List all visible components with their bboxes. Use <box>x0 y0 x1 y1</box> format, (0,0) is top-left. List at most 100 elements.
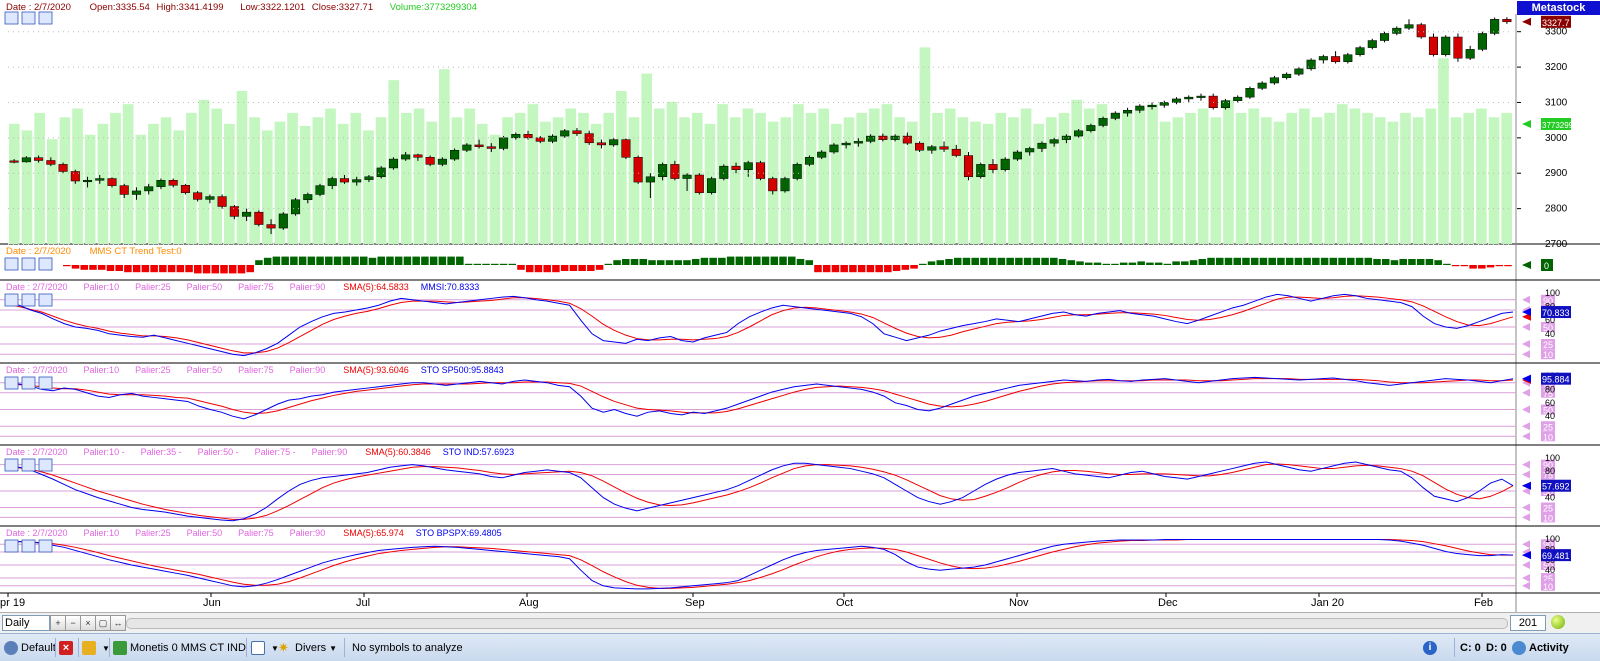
trend-bar <box>587 265 595 271</box>
trend-bar <box>185 265 193 273</box>
candle-body <box>401 154 411 160</box>
volume-bar <box>337 123 349 244</box>
palier-box <box>1541 502 1555 513</box>
time-label: Aug <box>519 597 539 609</box>
price-tick-label: 3300 <box>1545 27 1568 38</box>
trend-bar <box>892 265 901 271</box>
trend-bar <box>246 265 254 273</box>
trend-bar <box>1137 261 1145 265</box>
candle-body <box>388 158 398 169</box>
zoom-out-button[interactable]: − <box>65 615 81 631</box>
palier-arrow <box>1522 340 1530 348</box>
candle-body <box>1196 95 1206 98</box>
volume-bar <box>1134 108 1146 244</box>
candle-body <box>1331 56 1341 63</box>
trend-bar <box>560 265 569 271</box>
candle-body <box>9 160 19 163</box>
trend-bar <box>1102 263 1110 265</box>
trend-bar <box>595 265 604 270</box>
price-tick-label: 2900 <box>1545 168 1568 179</box>
oscillator-header-item: Palier:25 <box>135 528 171 538</box>
trend-bar <box>80 265 89 270</box>
candle-body <box>291 199 301 215</box>
oscillator-panels: 907550251010080604070.833907550251010080… <box>0 288 1600 594</box>
zoom-fit-button[interactable]: ▢ <box>95 615 111 631</box>
candle-body <box>168 180 178 186</box>
candle-body <box>1110 112 1120 119</box>
chart-area: 3300 3200 3100 3000 2900 2800 2700 3327.7 377329… <box>0 11 1600 612</box>
trend-date: Date : 2/7/2020 <box>6 246 71 257</box>
chart-tool-icon <box>38 293 53 307</box>
trend-bar <box>298 256 307 265</box>
trend-bar <box>630 259 639 265</box>
trend-bar <box>141 265 150 273</box>
list-menu[interactable]: Monetis 0 MMS CT IND▼ <box>113 640 257 656</box>
candle-body <box>902 135 912 144</box>
indicator-value-label: 69.481 <box>1542 551 1570 561</box>
candle-body <box>1306 59 1316 70</box>
trend-bar <box>1329 257 1338 265</box>
trend-bar <box>1233 257 1242 265</box>
trend-bar <box>1119 262 1128 265</box>
palier-label: 25 <box>1543 574 1553 584</box>
trend-bar <box>726 256 735 265</box>
candle-body <box>780 178 790 192</box>
zoom-in-button[interactable]: + <box>50 615 66 631</box>
window-menu[interactable]: ▼ <box>251 640 279 656</box>
trend-bar <box>1460 265 1469 267</box>
volume-bar <box>1046 117 1057 244</box>
osc-tick-label: 100 <box>1545 288 1560 298</box>
close-button[interactable]: × <box>59 640 76 656</box>
oscillator-header-item: Palier:90 <box>311 447 348 457</box>
trend-bar <box>866 265 875 273</box>
candle-body <box>731 165 741 170</box>
candle-body <box>609 139 619 146</box>
volume-bar <box>1501 112 1512 245</box>
palier-arrow <box>1522 581 1530 590</box>
time-label: Dec <box>1158 597 1178 609</box>
scroll-lock-button[interactable]: ↔ <box>110 615 126 631</box>
trend-bar <box>700 257 709 265</box>
trend-bar <box>63 265 71 267</box>
volume-bar <box>957 117 969 244</box>
info-button[interactable]: i <box>1423 640 1440 656</box>
zoom-reset-button[interactable]: × <box>80 615 96 631</box>
volume-bar <box>1020 108 1032 244</box>
trend-title: MMS CT Trend Test:0 <box>89 246 182 257</box>
trend-bar <box>1408 259 1416 265</box>
status-ball-icon[interactable] <box>1551 615 1565 629</box>
palier-arrow <box>1522 561 1530 569</box>
time-scrollbar[interactable] <box>126 618 1508 629</box>
indicator-value-box <box>1541 372 1571 385</box>
oscillator-header-item: Palier:50 <box>186 282 223 292</box>
trend-bar <box>622 259 630 265</box>
chevron-down-icon: ▼ <box>271 644 279 653</box>
palier-label: 75 <box>1543 471 1553 481</box>
trend-value-box <box>1541 259 1553 271</box>
candle-body <box>242 211 252 217</box>
layout-menu[interactable]: Default <box>4 640 56 656</box>
oscillator-header: Date : 2/7/2020 Palier:10 Palier:25 Palier:… <box>6 282 479 292</box>
activity-button[interactable]: Activity <box>1512 640 1569 656</box>
divers-menu[interactable]: ✷ Divers ▼ <box>278 640 337 656</box>
last-price-box <box>1541 15 1571 28</box>
period-select[interactable]: Daily <box>2 615 50 631</box>
palier-box <box>1541 459 1555 470</box>
oscillator-header-item: Palier:50 <box>186 528 223 538</box>
trend-bar <box>290 256 298 265</box>
volume-bar <box>1324 112 1335 245</box>
chart-tool-icon <box>4 293 19 307</box>
candle-body <box>1098 118 1108 126</box>
trend-bar <box>1207 257 1215 265</box>
osc-tick-label: 40 <box>1545 565 1555 575</box>
candle-body <box>1416 24 1426 38</box>
candle-body <box>1012 151 1022 160</box>
candle-body <box>1490 19 1500 34</box>
trend-bar <box>1277 257 1285 265</box>
year-box[interactable]: 201 <box>1510 615 1546 631</box>
tools-menu[interactable]: ▼ <box>82 640 110 656</box>
candle-body <box>511 134 521 139</box>
volume-bar <box>299 126 311 244</box>
header-volume: Volume:3773299304 <box>389 2 477 13</box>
list-icon <box>113 641 127 656</box>
